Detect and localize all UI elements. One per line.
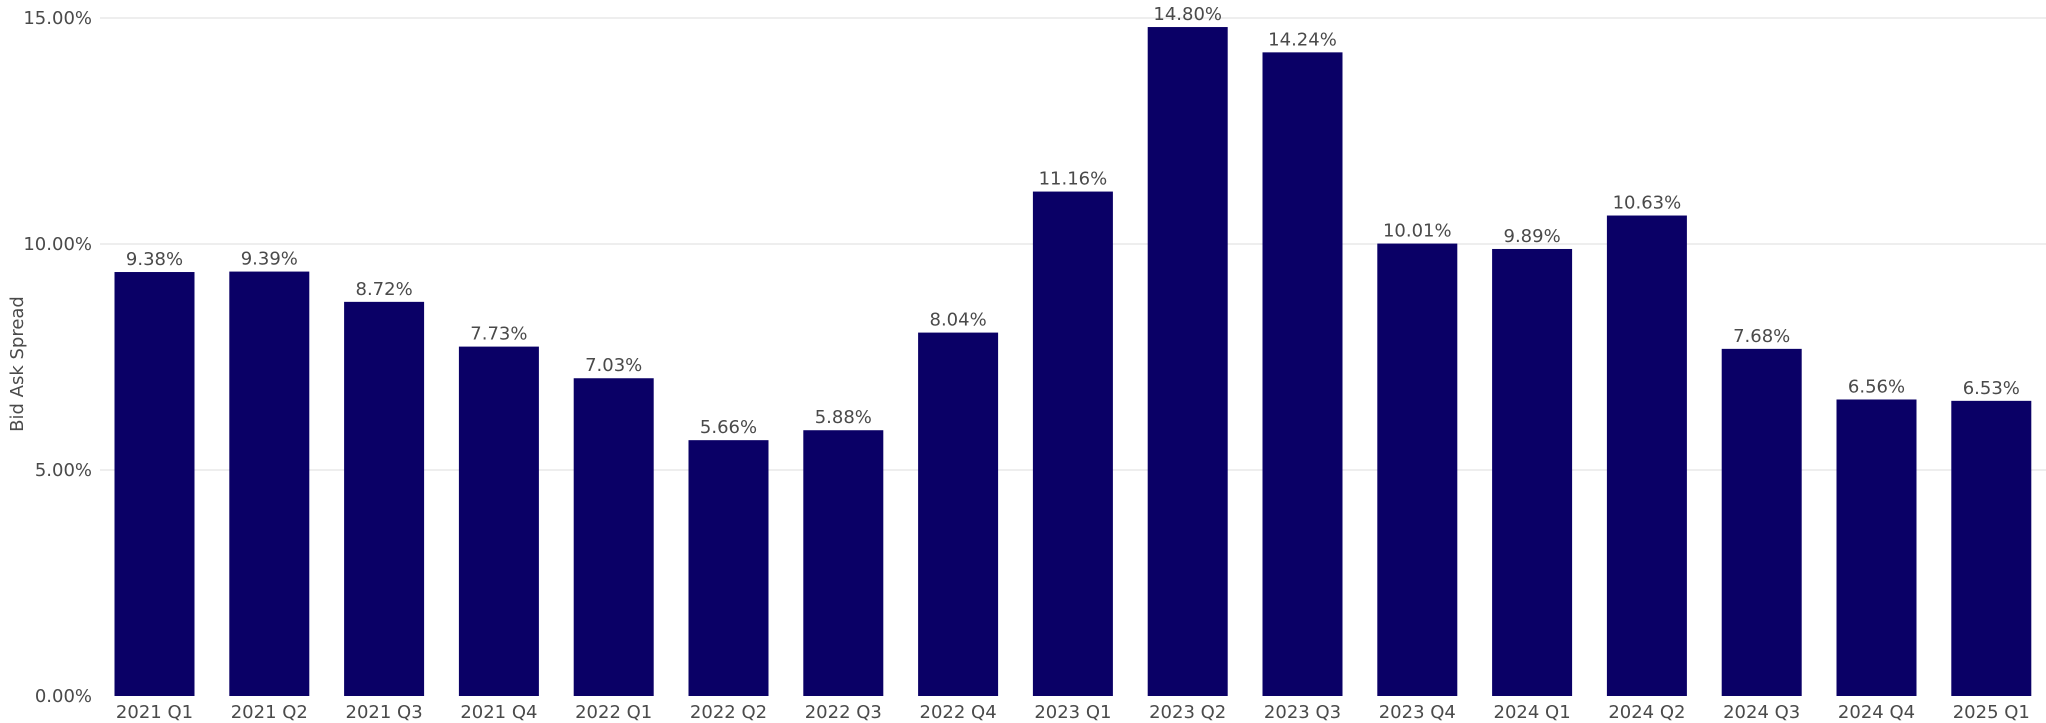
x-tick-label: 2024 Q4 (1838, 702, 1915, 723)
x-tick-label: 2023 Q4 (1379, 702, 1456, 723)
data-label: 7.68% (1733, 326, 1790, 347)
y-tick-label: 10.00% (23, 234, 92, 255)
x-tick-label: 2024 Q3 (1723, 702, 1800, 723)
data-label: 10.01% (1383, 221, 1452, 242)
x-axis-ticks: 2021 Q1 2021 Q2 2021 Q3 2021 Q4 2022 Q1 2022 … (116, 702, 2030, 723)
x-tick-label: 2021 Q1 (116, 702, 193, 723)
y-tick-label: 0.00% (35, 686, 92, 707)
bar (1951, 400, 2032, 696)
bar (918, 332, 999, 696)
bar (458, 346, 539, 696)
x-tick-label: 2021 Q3 (346, 702, 423, 723)
data-label: 6.53% (1963, 378, 2020, 399)
x-tick-label: 2024 Q2 (1608, 702, 1685, 723)
bar (229, 271, 310, 696)
y-tick-label: 5.00% (35, 460, 92, 481)
data-label: 7.03% (585, 355, 642, 376)
data-label: 9.38% (126, 249, 183, 270)
data-label: 9.89% (1504, 226, 1561, 247)
x-tick-label: 2022 Q1 (575, 702, 652, 723)
bar-layer (114, 27, 2032, 697)
data-label: 5.66% (700, 417, 757, 438)
data-label: 14.80% (1153, 4, 1222, 25)
bar (1032, 191, 1113, 696)
data-label: 8.04% (930, 310, 987, 331)
bar (688, 440, 769, 696)
data-label: 7.73% (470, 324, 527, 345)
data-label: 9.39% (241, 249, 298, 270)
x-tick-label: 2022 Q4 (920, 702, 997, 723)
data-label: 10.63% (1613, 193, 1682, 214)
x-tick-label: 2022 Q3 (805, 702, 882, 723)
data-label-layer: 9.38% 9.39% 8.72% 7.73% 7.03% 5.66% 5.88% 8.04%… (126, 4, 2020, 438)
y-axis-title: Bid Ask Spread (7, 296, 28, 432)
bar (1492, 248, 1573, 697)
data-label: 5.88% (815, 407, 872, 428)
x-tick-label: 2021 Q2 (231, 702, 308, 723)
data-label: 6.56% (1848, 376, 1905, 397)
bar (1147, 27, 1228, 697)
data-label: 11.16% (1039, 169, 1108, 190)
data-label: 8.72% (356, 279, 413, 300)
x-tick-label: 2023 Q3 (1264, 702, 1341, 723)
data-label: 14.24% (1268, 29, 1337, 50)
x-tick-label: 2023 Q1 (1034, 702, 1111, 723)
bar (1606, 215, 1687, 697)
x-tick-label: 2023 Q2 (1149, 702, 1226, 723)
x-tick-label: 2024 Q1 (1494, 702, 1571, 723)
bar (344, 301, 425, 696)
y-axis-ticks: 0.00% 5.00% 10.00% 15.00% (23, 8, 92, 707)
bar (573, 378, 654, 696)
x-tick-label: 2021 Q4 (460, 702, 537, 723)
bar (1836, 399, 1917, 696)
x-tick-label: 2025 Q1 (1953, 702, 2030, 723)
bar (1262, 52, 1343, 697)
y-tick-label: 15.00% (23, 8, 92, 29)
bar (803, 430, 884, 696)
bar (114, 272, 195, 696)
bar (1377, 243, 1458, 696)
x-tick-label: 2022 Q2 (690, 702, 767, 723)
bar (1721, 348, 1802, 696)
